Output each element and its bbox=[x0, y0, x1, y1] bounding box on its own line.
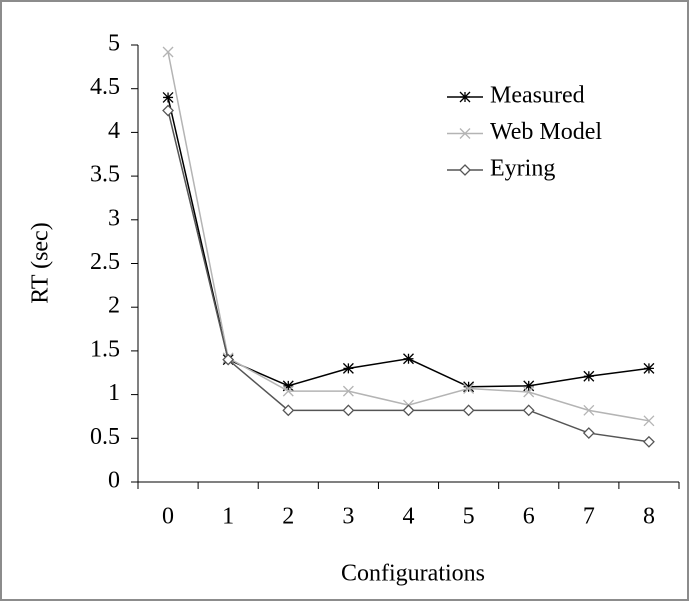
data-point bbox=[403, 353, 414, 365]
y-tick-label: 1.5 bbox=[90, 336, 120, 362]
data-point bbox=[282, 404, 295, 417]
x-tick-label: 6 bbox=[523, 504, 535, 530]
x-tick-label: 2 bbox=[282, 504, 294, 530]
legend-label: Web Model bbox=[490, 119, 602, 145]
data-point bbox=[222, 353, 235, 366]
data-point bbox=[643, 362, 655, 374]
data-point bbox=[523, 380, 535, 392]
data-point bbox=[522, 404, 535, 417]
data-point bbox=[342, 362, 354, 374]
y-tick-label: 4.5 bbox=[90, 74, 120, 100]
data-point bbox=[342, 385, 354, 397]
legend-marker bbox=[459, 164, 471, 176]
data-point bbox=[342, 404, 355, 417]
y-tick-label: 3 bbox=[108, 205, 120, 231]
data-point bbox=[582, 427, 595, 439]
y-tick-label: 5 bbox=[108, 31, 120, 57]
data-point bbox=[463, 381, 475, 393]
legend-label: Eyring bbox=[490, 156, 555, 182]
data-point bbox=[162, 104, 174, 117]
x-tick-label: 0 bbox=[162, 504, 174, 530]
data-point bbox=[282, 385, 294, 397]
data-point bbox=[583, 370, 595, 382]
y-axis-title: RT (sec) bbox=[28, 222, 54, 303]
legend-marker bbox=[459, 91, 471, 103]
x-tick-label: 4 bbox=[403, 504, 415, 530]
x-tick-label: 7 bbox=[583, 504, 595, 530]
y-tick-label: 0 bbox=[108, 468, 120, 494]
legend-marker bbox=[459, 128, 471, 139]
data-point bbox=[643, 415, 655, 427]
x-axis-title: Configurations bbox=[341, 561, 485, 587]
y-tick-label: 0.5 bbox=[90, 424, 120, 450]
y-tick-label: 3.5 bbox=[90, 162, 120, 188]
data-point bbox=[643, 435, 655, 448]
data-point bbox=[402, 404, 415, 417]
data-point bbox=[282, 380, 294, 392]
data-point bbox=[523, 386, 535, 398]
x-tick-label: 3 bbox=[342, 504, 354, 530]
x-tick-label: 5 bbox=[463, 504, 475, 530]
y-tick-label: 2 bbox=[108, 293, 120, 319]
data-point bbox=[462, 404, 475, 417]
x-tick-label: 1 bbox=[222, 504, 234, 530]
legend-label: Measured bbox=[490, 83, 585, 109]
y-tick-label: 1 bbox=[108, 380, 120, 406]
y-tick-label: 4 bbox=[108, 118, 120, 144]
data-point bbox=[162, 46, 174, 58]
data-point bbox=[463, 383, 475, 394]
data-point bbox=[162, 91, 174, 103]
data-point bbox=[583, 404, 595, 416]
x-tick-label: 8 bbox=[643, 504, 655, 530]
y-tick-label: 2.5 bbox=[90, 249, 120, 275]
